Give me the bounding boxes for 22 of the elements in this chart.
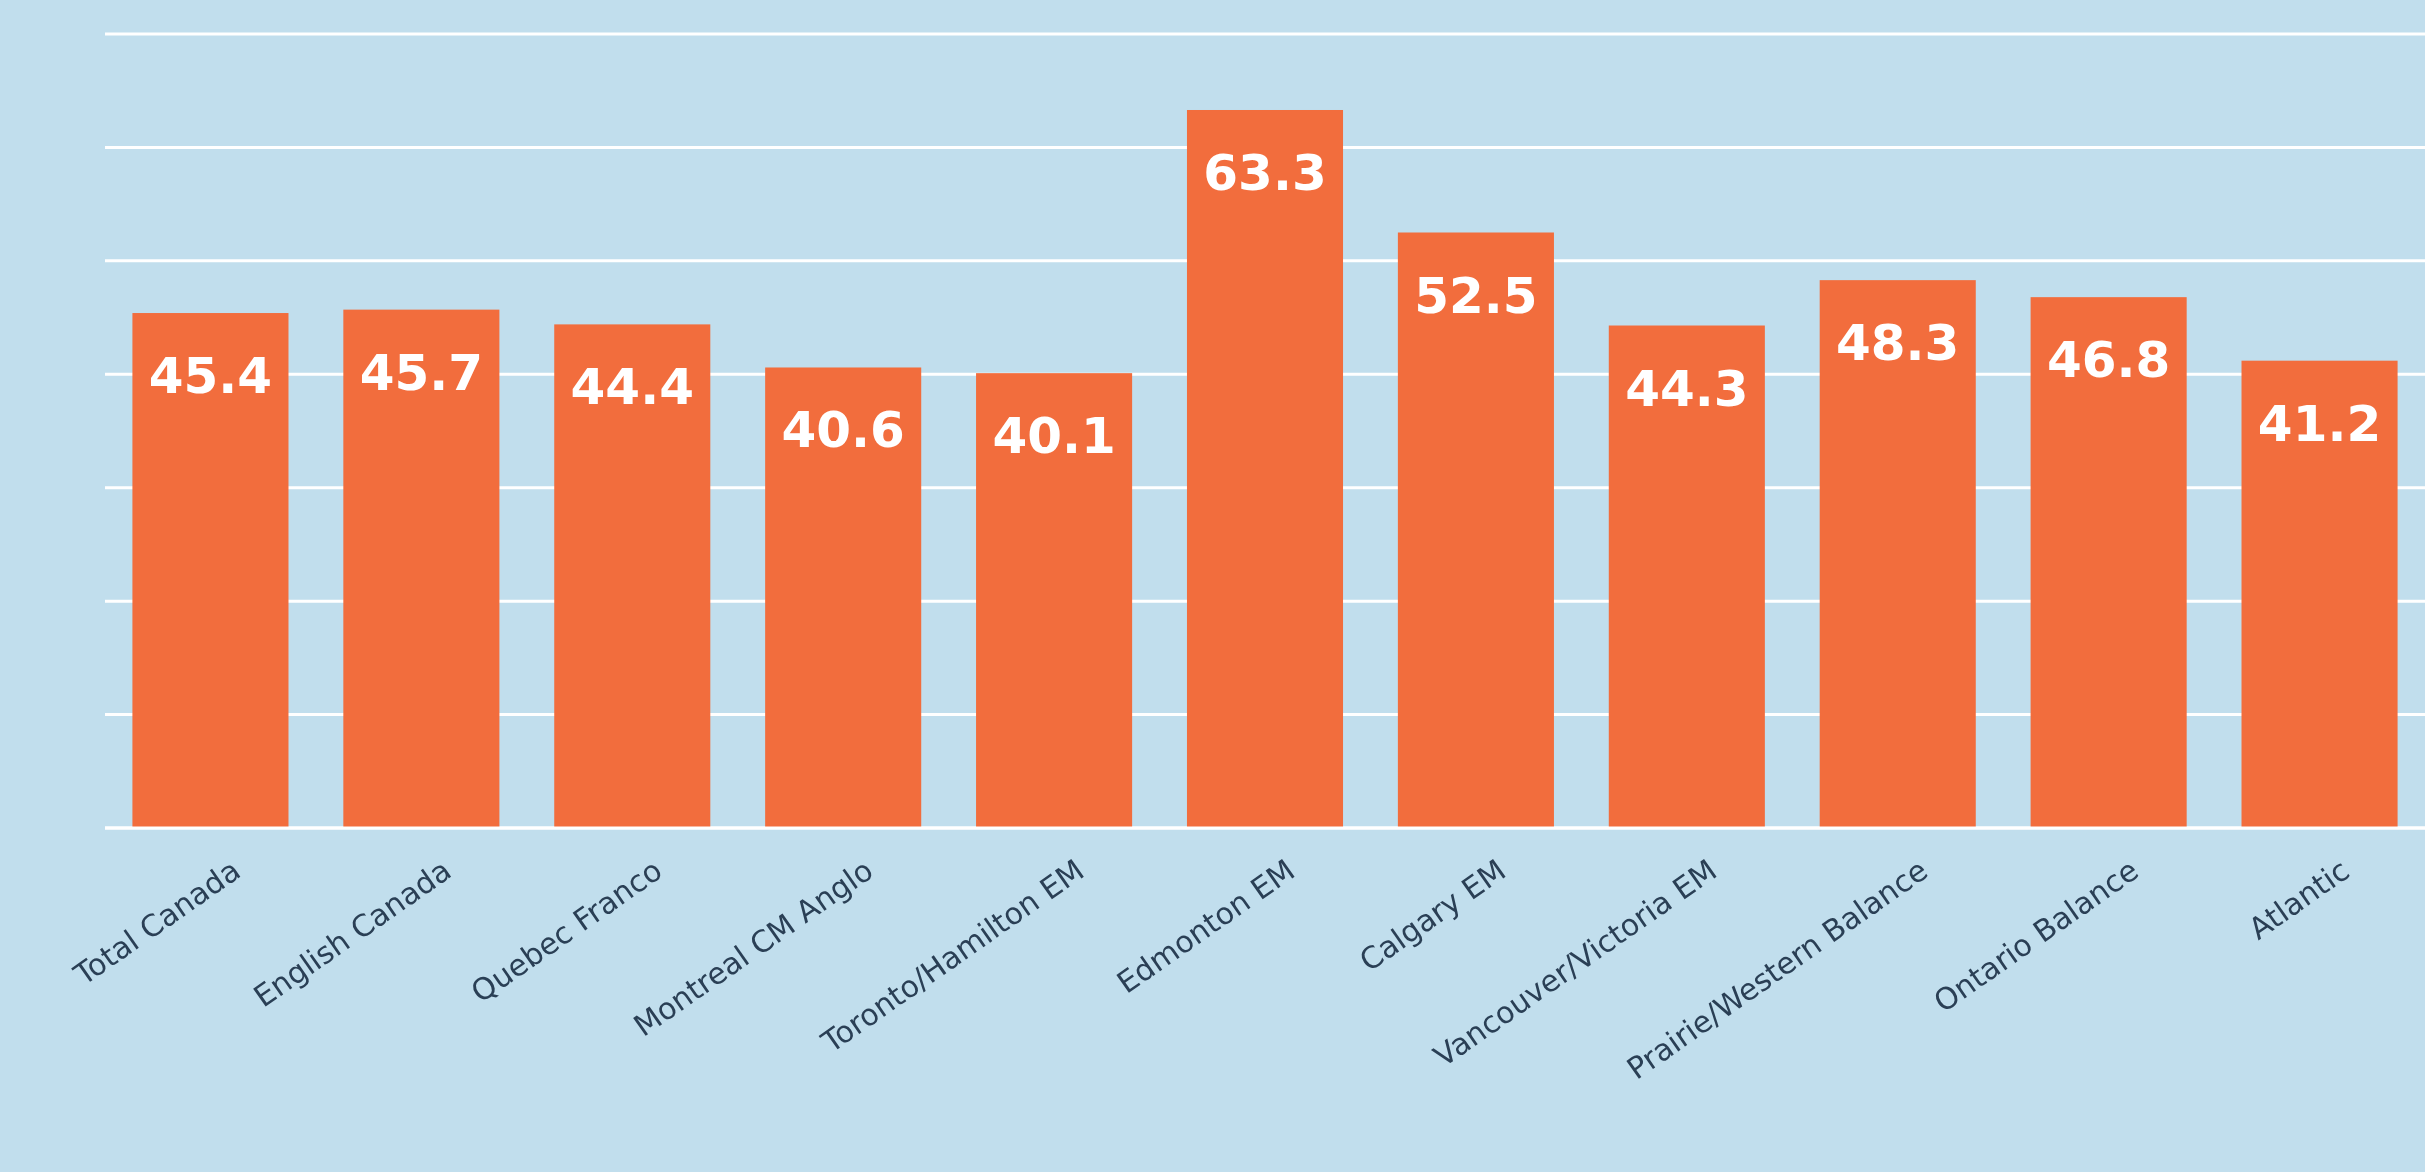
bar xyxy=(765,367,922,828)
data-label: 46.8 xyxy=(2046,331,2171,390)
bar xyxy=(976,373,1133,828)
bar xyxy=(2241,360,2398,828)
data-label: 45.4 xyxy=(148,347,273,406)
data-label: 44.3 xyxy=(1625,359,1749,418)
bar xyxy=(554,324,711,828)
bar xyxy=(343,309,500,828)
bar xyxy=(1397,232,1554,828)
bar xyxy=(1186,110,1344,828)
data-label: 48.3 xyxy=(1836,314,1960,373)
bar xyxy=(1608,325,1765,828)
data-label: 40.6 xyxy=(781,401,905,460)
bar xyxy=(2030,297,2187,828)
data-label: 41.2 xyxy=(2257,394,2382,453)
bar xyxy=(132,313,289,828)
data-label: 52.5 xyxy=(1414,266,1538,325)
bar xyxy=(1819,280,1976,828)
data-label: 40.1 xyxy=(992,407,1116,466)
data-label: 45.7 xyxy=(359,343,484,402)
data-label: 63.3 xyxy=(1203,144,1327,202)
data-label: 44.4 xyxy=(570,358,694,417)
